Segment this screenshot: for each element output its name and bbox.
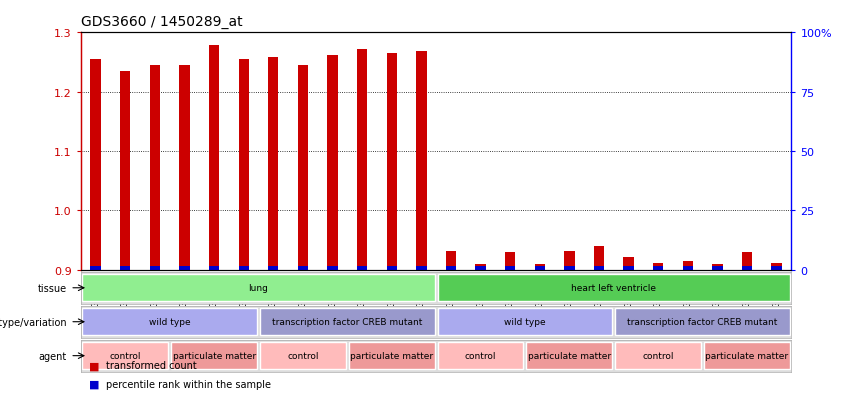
Text: percentile rank within the sample: percentile rank within the sample [106, 379, 271, 389]
Bar [120, 71, 130, 270]
Text: control: control [643, 351, 674, 360]
Bar [150, 66, 160, 270]
Bar [180, 66, 190, 270]
Bar [83, 342, 168, 369]
Bar [416, 266, 426, 270]
Bar [653, 263, 664, 270]
Text: agent: agent [38, 351, 66, 361]
Bar [704, 342, 790, 369]
Bar [534, 266, 545, 270]
Bar [260, 342, 346, 369]
Bar [328, 266, 338, 270]
Bar [90, 60, 100, 270]
Bar [683, 266, 693, 270]
Bar [83, 309, 257, 335]
Bar [416, 51, 426, 270]
Bar [712, 264, 722, 270]
Bar [238, 266, 248, 270]
Text: transcription factor CREB mutant: transcription factor CREB mutant [272, 318, 422, 326]
Bar [624, 257, 634, 270]
Text: particulate matter: particulate matter [173, 351, 255, 360]
Bar [180, 266, 190, 270]
Bar [150, 266, 160, 270]
Text: control: control [287, 351, 318, 360]
Text: particulate matter: particulate matter [705, 351, 789, 360]
Text: wild type: wild type [149, 318, 191, 326]
Bar [357, 50, 368, 270]
Bar [683, 261, 693, 270]
Bar [742, 252, 752, 270]
Bar [534, 264, 545, 270]
Text: ■: ■ [89, 379, 100, 389]
Bar [476, 264, 486, 270]
Text: control: control [110, 351, 141, 360]
Bar [527, 342, 613, 369]
Bar [615, 309, 790, 335]
Bar [505, 252, 516, 270]
Bar [298, 66, 308, 270]
Text: particulate matter: particulate matter [528, 351, 611, 360]
Bar [653, 266, 664, 270]
Text: tissue: tissue [37, 283, 66, 293]
Text: transcription factor CREB mutant: transcription factor CREB mutant [627, 318, 778, 326]
Bar [171, 342, 257, 369]
Text: lung: lung [248, 284, 268, 292]
Text: heart left ventricle: heart left ventricle [571, 284, 656, 292]
Bar [772, 266, 782, 270]
Bar [437, 275, 790, 301]
Bar [564, 266, 574, 270]
Bar [564, 251, 574, 270]
Bar [446, 266, 456, 270]
Bar [268, 58, 278, 270]
Bar [437, 309, 613, 335]
Bar [446, 251, 456, 270]
Bar [476, 266, 486, 270]
Bar [624, 266, 634, 270]
Text: GDS3660 / 1450289_at: GDS3660 / 1450289_at [81, 15, 243, 29]
Bar [208, 46, 220, 270]
Bar [742, 266, 752, 270]
Bar [268, 266, 278, 270]
Bar [349, 342, 435, 369]
Text: control: control [465, 351, 496, 360]
Bar [386, 266, 397, 270]
Text: transformed count: transformed count [106, 361, 197, 370]
Bar [437, 342, 523, 369]
Bar [594, 247, 604, 270]
Bar [83, 275, 435, 301]
Bar [298, 266, 308, 270]
Bar [712, 266, 722, 270]
Bar [594, 266, 604, 270]
Bar [386, 54, 397, 270]
Bar [260, 309, 435, 335]
Bar [238, 60, 248, 270]
Bar [615, 342, 701, 369]
Text: ■: ■ [89, 361, 100, 370]
Text: particulate matter: particulate matter [350, 351, 433, 360]
Bar [90, 266, 100, 270]
Bar [120, 266, 130, 270]
Bar [505, 266, 516, 270]
Text: wild type: wild type [504, 318, 545, 326]
Bar [328, 56, 338, 270]
Bar [357, 266, 368, 270]
Text: genotype/variation: genotype/variation [0, 317, 66, 327]
Bar [772, 263, 782, 270]
Bar [208, 266, 220, 270]
